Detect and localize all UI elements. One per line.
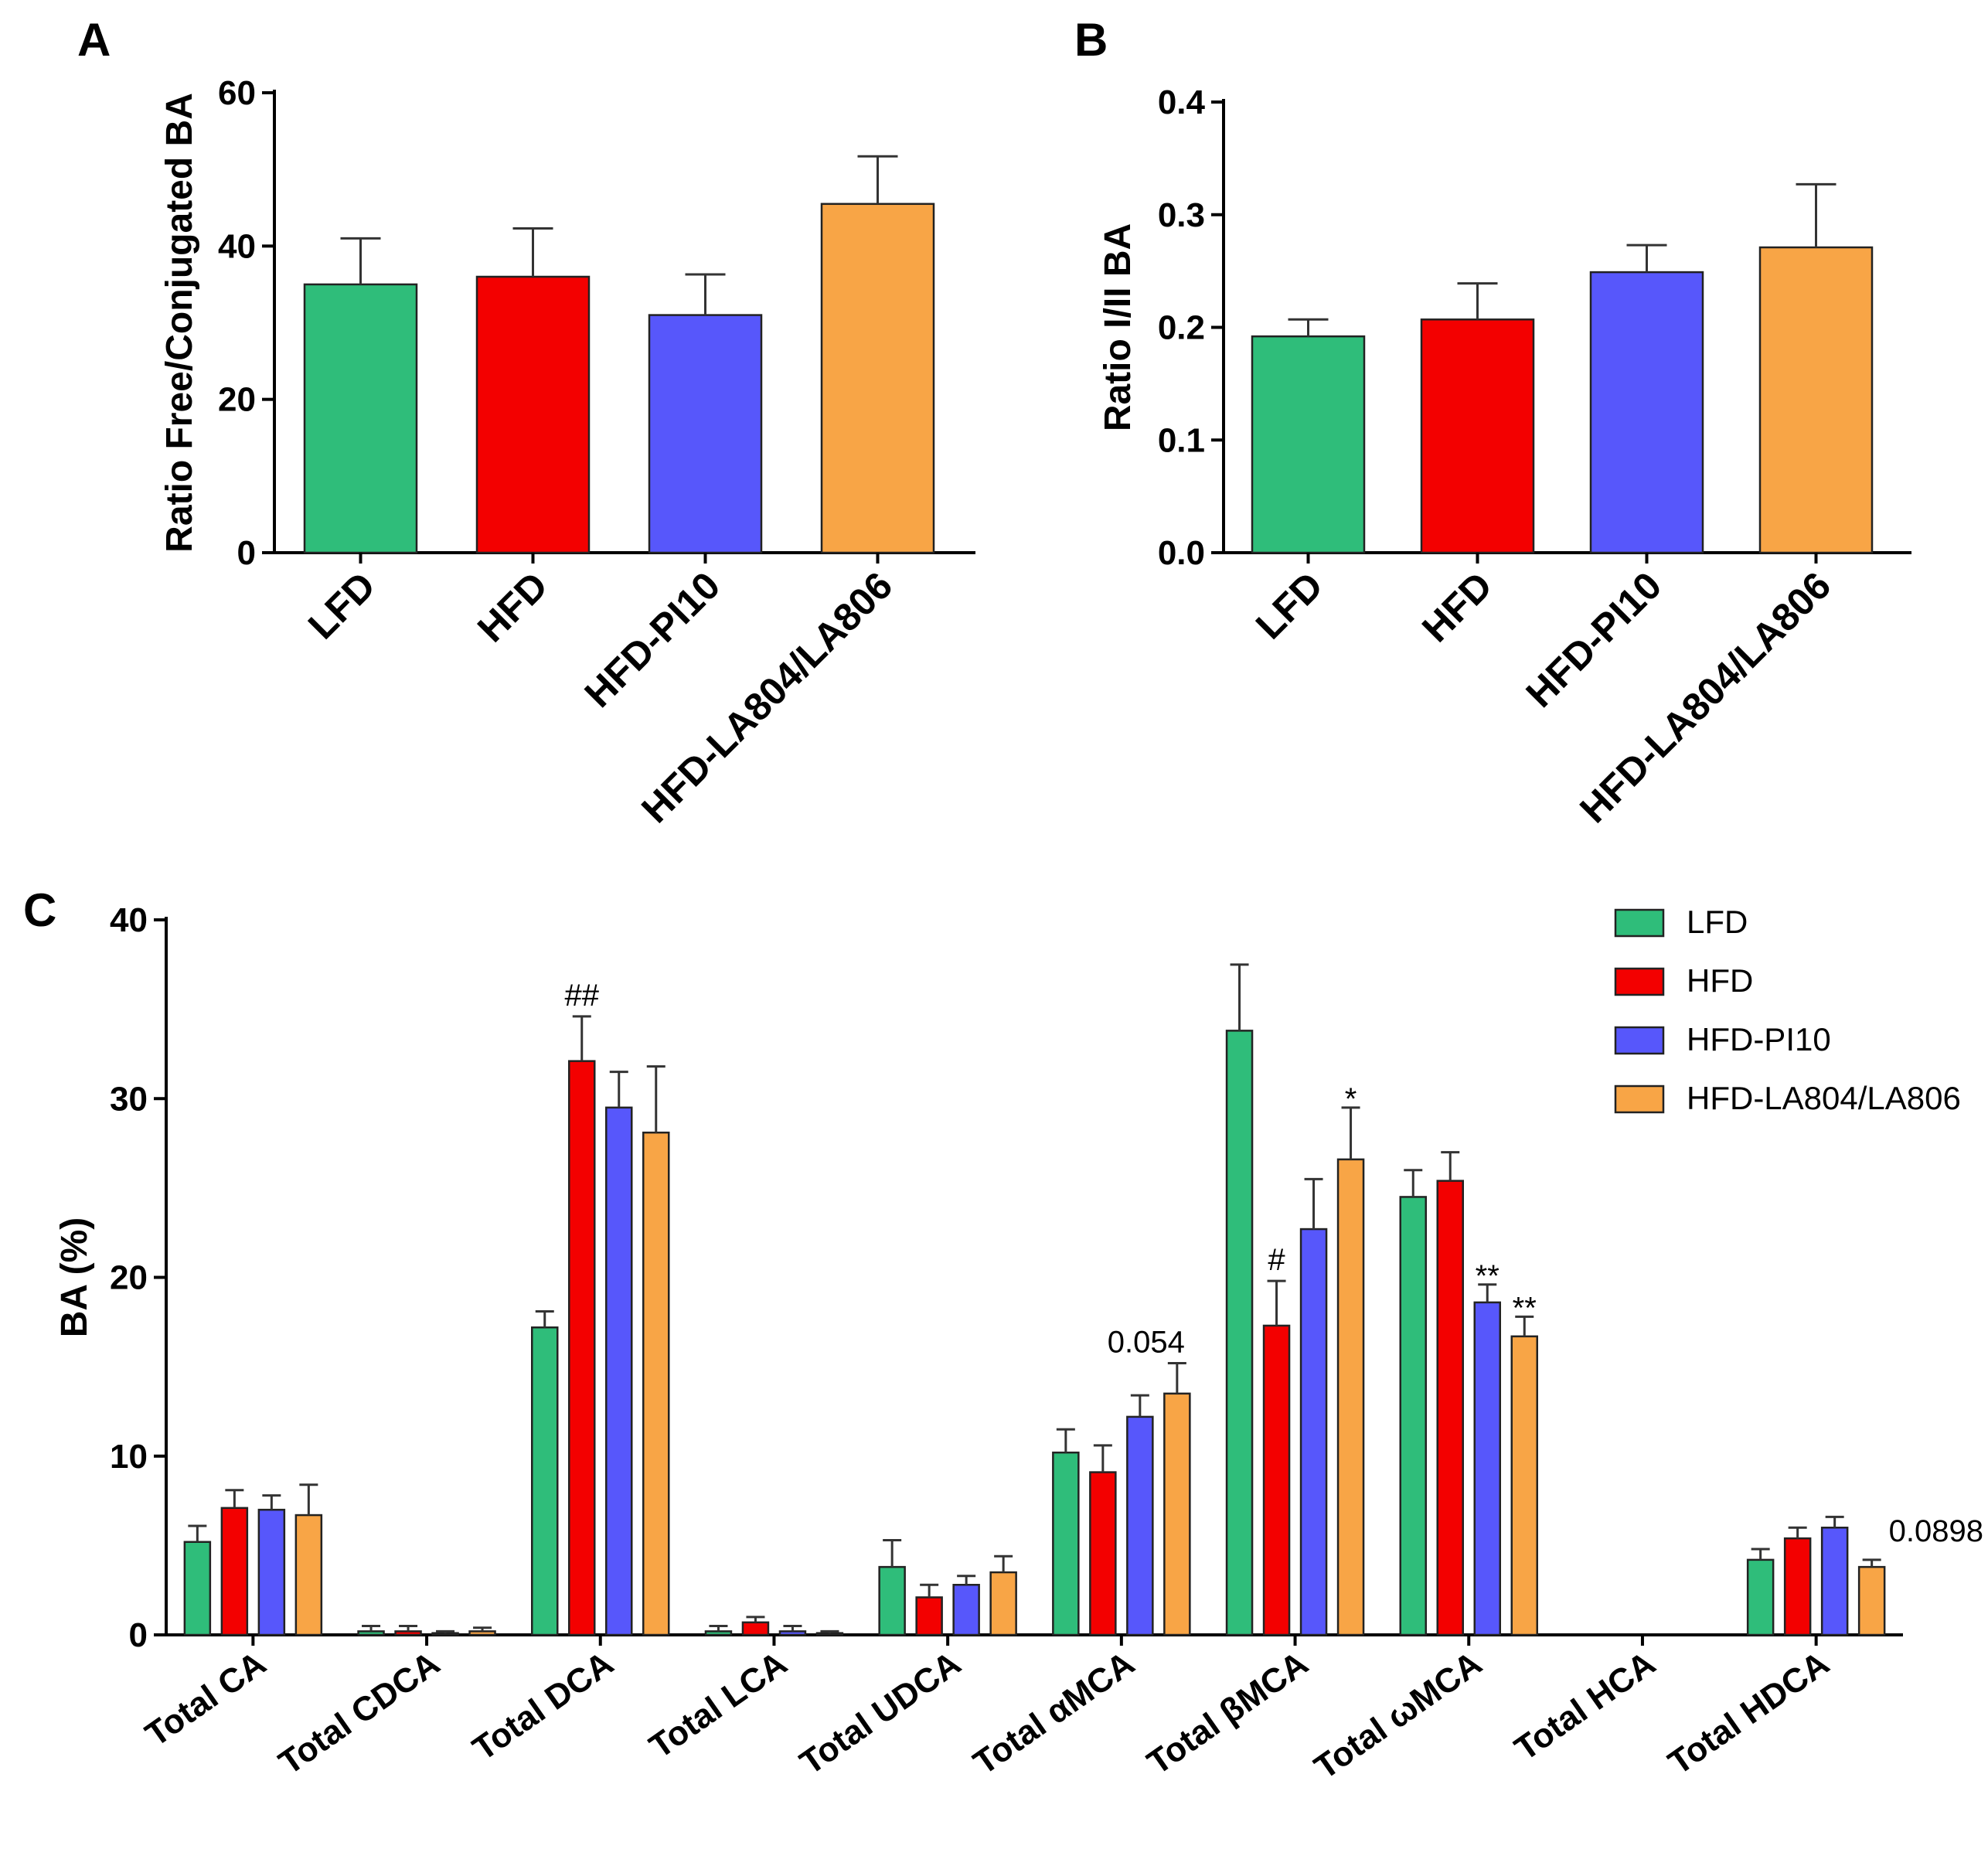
y-tick-label: 0.2 — [1158, 309, 1205, 347]
x-tick-label: HFD-PI10 — [577, 564, 729, 716]
x-tick-label: Total LCA — [643, 1644, 795, 1766]
y-tick-label: 20 — [110, 1259, 148, 1297]
x-tick-label: Total UDCA — [793, 1644, 968, 1782]
bar-total-hdca-hfd — [1783, 1537, 1812, 1636]
bar-total-dca-lfd — [531, 1326, 559, 1636]
bar-total-mca-hfd-pi10 — [1473, 1301, 1501, 1636]
bar-total-hdca-lfd — [1746, 1558, 1775, 1636]
legend-label-hfd-pi10: HFD-PI10 — [1687, 1021, 1831, 1057]
bar-total-lca-hfd-pi10 — [778, 1630, 807, 1636]
bar-total-mca-hfd-la804-la806 — [1163, 1392, 1191, 1636]
bar-total-udca-hfd-pi10 — [952, 1584, 980, 1636]
bar-hfd-la804-la806 — [1758, 246, 1874, 554]
annotation: ** — [1513, 1291, 1537, 1325]
bar-total-cdca-lfd — [357, 1630, 385, 1636]
x-tick-label: LFD — [300, 564, 383, 647]
legend-label-hfd-la804-la806: HFD-LA804/LA806 — [1687, 1080, 1961, 1116]
x-tick-label: Total CDCA — [272, 1644, 447, 1782]
chart-b: 0.0 0.1 0.2 0.3 0.4 Ratio I/II BA LFD HFD HFD-PI… — [1098, 83, 1911, 831]
y-tick-label: 30 — [110, 1080, 148, 1118]
y-axis-label: BA (%) — [54, 1217, 95, 1338]
bar-total-dca-hfd-la804-la806 — [642, 1131, 670, 1636]
bar-total-ca-hfd-la804-la806 — [294, 1514, 323, 1636]
panel-a-letter: A — [77, 14, 111, 66]
y-axis-label: Ratio I/II BA — [1098, 223, 1139, 431]
bar-lfd — [1251, 335, 1366, 554]
bar-hfd-pi10 — [1589, 271, 1704, 554]
bar-hfd — [475, 275, 591, 554]
y-tick-label: 40 — [110, 901, 148, 939]
bar-total-lca-hfd — [741, 1621, 770, 1636]
panel-b-letter: B — [1074, 14, 1108, 66]
chart-a: 0 20 40 60 Ratio Free/Conjugated BA LFD HFD HFD… — [159, 74, 975, 831]
bar-total-dca-hfd — [568, 1060, 596, 1636]
bar-total-udca-lfd — [878, 1565, 906, 1636]
x-tick-label: Total βMCA — [1141, 1644, 1316, 1782]
annotation: 0.054 — [1108, 1326, 1185, 1360]
x-tick-label: HFD — [469, 564, 556, 650]
bar-total-lca-lfd — [704, 1630, 733, 1636]
bar-total-udca-hfd-la804-la806 — [989, 1571, 1017, 1636]
bar-hfd-pi10 — [648, 314, 763, 554]
x-tick-label: Total αMCA — [967, 1644, 1142, 1783]
bar-total-ca-lfd — [183, 1541, 212, 1636]
bar-total-cdca-hfd — [394, 1630, 422, 1636]
x-tick-label: HFD-PI10 — [1518, 564, 1670, 716]
bar-total-mca-hfd — [1089, 1471, 1117, 1636]
y-tick-label: 0.4 — [1158, 83, 1206, 121]
bar-total-mca-hfd — [1436, 1180, 1464, 1636]
bar-total-ca-hfd — [220, 1507, 249, 1636]
legend-label-lfd: LFD — [1687, 904, 1748, 940]
legend-swatch-lfd — [1614, 908, 1665, 938]
legend-swatch-hfd-la804-la806 — [1614, 1085, 1665, 1114]
bar-hfd — [1420, 318, 1535, 554]
bar-total-mca-hfd-la804-la806 — [1336, 1158, 1365, 1636]
bar-total-mca-hfd — [1262, 1324, 1291, 1636]
x-tick-label: Total ωMCA — [1308, 1644, 1489, 1786]
y-tick-label: 0.0 — [1158, 534, 1205, 572]
bar-total-mca-lfd — [1399, 1196, 1427, 1636]
y-tick-label: 20 — [218, 381, 256, 419]
bar-total-lca-hfd-la804-la806 — [815, 1632, 844, 1636]
y-tick-label: 0 — [129, 1616, 148, 1654]
annotation: * — [1345, 1082, 1357, 1116]
bar-total-hdca-hfd-pi10 — [1820, 1527, 1849, 1636]
bar-total-mca-lfd — [1225, 1030, 1254, 1636]
x-tick-label: Total DCA — [466, 1644, 621, 1768]
bar-total-ca-hfd-pi10 — [257, 1508, 286, 1636]
bar-total-mca-hfd-pi10 — [1126, 1415, 1154, 1636]
bar-total-dca-hfd-pi10 — [605, 1106, 633, 1636]
x-tick-label: Total HDCA — [1662, 1644, 1837, 1782]
y-tick-label: 10 — [110, 1438, 148, 1476]
y-tick-label: 0.1 — [1158, 421, 1205, 459]
bar-total-mca-hfd-la804-la806 — [1510, 1335, 1538, 1636]
chart-c-legend: LFD HFD HFD-PI10 HFD-LA804/LA806 — [1614, 904, 1961, 1116]
panel-c-letter: C — [23, 884, 56, 936]
legend-label-hfd: HFD — [1687, 962, 1753, 999]
bar-total-cdca-hfd-la804-la806 — [468, 1630, 496, 1636]
x-tick-label: Total CA — [138, 1644, 273, 1754]
y-tick-label: 0.3 — [1158, 196, 1205, 234]
y-tick-label: 40 — [218, 227, 256, 265]
bar-total-mca-hfd-pi10 — [1299, 1228, 1328, 1636]
x-tick-label: Total HCA — [1508, 1644, 1663, 1768]
annotation: 0.0898 — [1889, 1514, 1983, 1548]
bar-total-mca-lfd — [1052, 1451, 1080, 1636]
bar-total-udca-hfd — [915, 1596, 943, 1636]
bar-hfd-la804-la806 — [820, 203, 935, 554]
annotation: # — [1268, 1243, 1285, 1277]
x-tick-label: HFD — [1414, 564, 1500, 650]
y-tick-label: 60 — [218, 74, 256, 112]
y-axis-label: Ratio Free/Conjugated BA — [159, 93, 200, 553]
bar-lfd — [303, 283, 418, 554]
legend-swatch-hfd — [1614, 967, 1665, 996]
x-tick-label: LFD — [1248, 564, 1331, 647]
y-tick-label: 0 — [237, 534, 256, 572]
annotation: ** — [1476, 1259, 1500, 1293]
legend-swatch-hfd-pi10 — [1614, 1026, 1665, 1055]
bar-total-cdca-hfd-pi10 — [431, 1632, 459, 1636]
bar-total-hdca-hfd-la804-la806 — [1857, 1565, 1886, 1636]
annotation: ## — [565, 979, 600, 1013]
